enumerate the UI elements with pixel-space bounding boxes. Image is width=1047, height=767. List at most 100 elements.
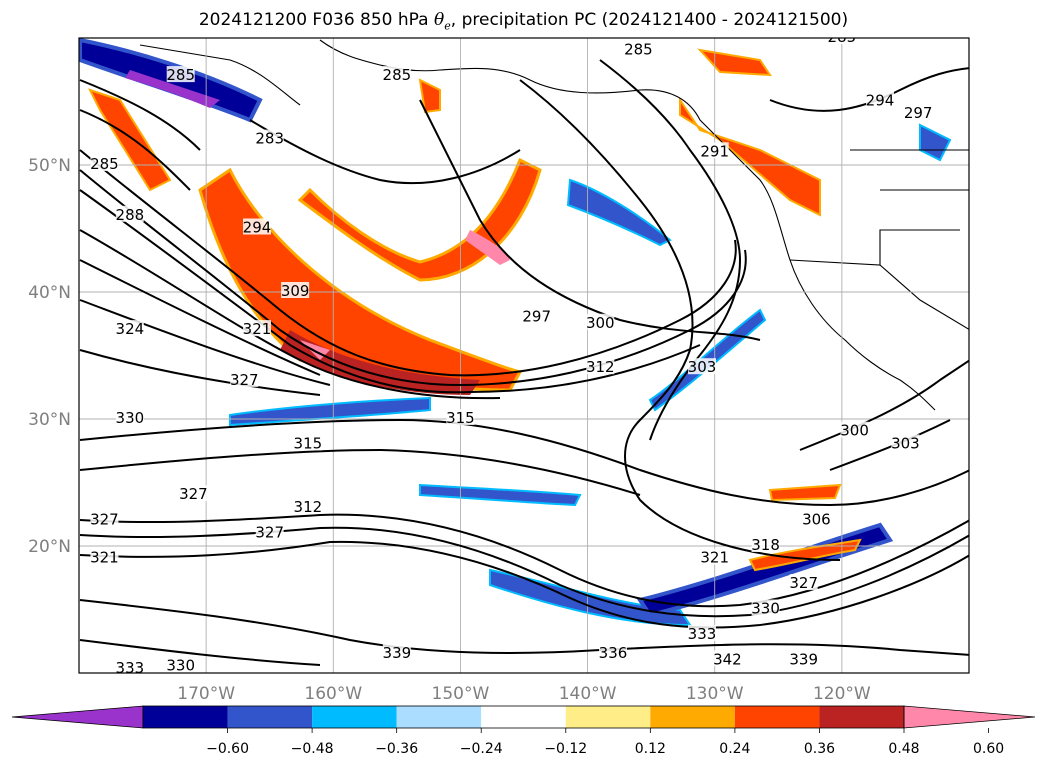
coastlines <box>139 39 969 411</box>
contour-label: 327 <box>90 511 119 529</box>
colorbar-segment <box>481 706 566 728</box>
theta-e-contours <box>79 59 969 666</box>
lon-label: 170°W <box>177 684 235 704</box>
lat-label: 20°N <box>28 537 71 557</box>
colorbar-segment <box>143 706 228 728</box>
contour-label: 333 <box>116 659 145 677</box>
contour-label: 336 <box>599 644 628 662</box>
colorbar-segment <box>227 706 313 728</box>
contour-label-bg <box>243 320 271 337</box>
contour-label: 321 <box>700 549 729 567</box>
colorbar-segment <box>396 706 482 728</box>
longitude-labels: 170°W 160°W 150°W 140°W 130°W 120°W <box>177 684 871 704</box>
contour-label: 324 <box>116 320 145 338</box>
lat-label: 40°N <box>28 283 71 303</box>
contour-label-bg <box>700 142 729 159</box>
contour-label-bg <box>840 421 869 438</box>
contour-label-bg <box>446 409 475 425</box>
contour-label: 297 <box>522 307 551 325</box>
contour-label: 333 <box>688 625 717 643</box>
contour-label-bg <box>90 155 119 171</box>
lat-label: 50°N <box>28 156 71 176</box>
contour-label-bg <box>904 104 933 121</box>
contour-label-bg <box>281 282 310 298</box>
contour-label: 330 <box>166 657 195 675</box>
contour-label: 303 <box>891 434 920 452</box>
lon-label: 120°W <box>813 684 871 704</box>
colorbar-segment <box>312 706 397 728</box>
colorbar-tick-label: −0.48 <box>291 741 334 757</box>
contour-label-bg <box>522 307 551 324</box>
contour-label-bg <box>90 548 119 565</box>
contour-label-bg <box>688 624 716 641</box>
contour-label: 285 <box>166 66 195 84</box>
contour-label: 297 <box>904 104 933 122</box>
contour-label: 327 <box>179 485 208 503</box>
contour-label-bg <box>751 599 780 616</box>
contour-label-bg <box>115 409 144 425</box>
contour-label-bg <box>624 40 653 57</box>
colorbar-tick-label: 0.24 <box>719 741 750 757</box>
contour-label: 291 <box>700 142 729 160</box>
lon-label: 140°W <box>559 684 617 704</box>
contour-label: 285 <box>624 41 653 59</box>
contour-label: 300 <box>840 422 869 440</box>
contour-label-bg <box>789 650 818 667</box>
lon-label: 160°W <box>304 684 362 704</box>
contour-label-bg <box>230 370 259 387</box>
colorbar-segment <box>650 706 735 728</box>
contour-label: 300 <box>586 314 615 332</box>
contour-label: 303 <box>688 358 717 376</box>
contour-label: 285 <box>828 28 857 46</box>
contour-label: 294 <box>866 92 895 110</box>
contour-label-bg <box>382 66 411 83</box>
contour-label-bg <box>166 656 195 673</box>
contour-label: 327 <box>789 574 818 592</box>
map-area: 285 285 283 285 288 294 309 324 321 327 330 315 315 2… <box>79 28 969 677</box>
contour-label-bg <box>115 205 144 222</box>
colorbar-tick-label: −0.36 <box>375 741 418 757</box>
graticule <box>79 38 969 673</box>
colorbar-tick-label: −0.12 <box>544 741 587 757</box>
contour-label-bg <box>700 548 729 565</box>
contour-label-bg <box>586 313 615 330</box>
contour-label-bg <box>243 218 271 235</box>
contour-label: 294 <box>243 219 272 237</box>
lon-label: 130°W <box>686 684 744 704</box>
contour-label-bg <box>166 66 195 83</box>
contour-label: 318 <box>751 536 780 554</box>
contour-label-bg <box>891 434 920 451</box>
lon-label: 150°W <box>432 684 490 704</box>
contour-label-bg <box>255 523 284 540</box>
colorbar-segment <box>734 706 820 728</box>
colorbar-tick-label: −0.60 <box>206 741 249 757</box>
colorbar-extend-low <box>11 705 144 729</box>
contour-label: 339 <box>789 650 818 668</box>
contour-label: 327 <box>255 523 284 541</box>
colorbar-tick-label: 0.60 <box>973 741 1004 757</box>
colorbar: −0.60 −0.48 −0.36 −0.24 −0.12 0.12 0.24 0.36 0.4… <box>11 705 1036 757</box>
contour-label-bg <box>293 434 322 451</box>
colorbar-tick-label: 0.48 <box>888 741 919 757</box>
contour-label: 312 <box>586 358 615 376</box>
lat-label: 30°N <box>28 410 71 430</box>
plot-title: 2024121200 F036 850 hPa θe, precipitatio… <box>198 10 849 33</box>
map-frame <box>78 37 970 674</box>
contour-label: 330 <box>116 409 145 427</box>
contour-label-bg <box>115 659 144 673</box>
contour-label: 330 <box>751 600 780 618</box>
contour-label-bg <box>866 91 894 108</box>
contour-label: 309 <box>281 282 310 300</box>
contour-label: 315 <box>294 434 323 452</box>
latitude-labels: 20°N 30°N 40°N 50°N <box>28 156 71 557</box>
contour-label-bg <box>293 497 322 514</box>
colorbar-segment <box>565 706 651 728</box>
contour-label: 321 <box>243 320 272 338</box>
contour-label: 315 <box>446 409 475 427</box>
contour-label-bg <box>789 574 818 591</box>
contour-label-bg <box>115 320 144 337</box>
contour-label: 283 <box>255 130 284 148</box>
contour-label-bg <box>382 643 411 660</box>
contour-labels: 285 285 283 285 288 294 309 324 321 327 330 315 315 2… <box>90 28 933 677</box>
